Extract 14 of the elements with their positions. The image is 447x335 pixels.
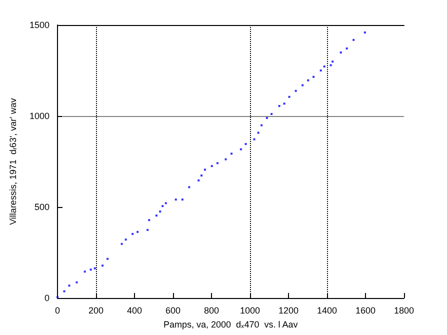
x-tick-label: 600	[165, 306, 181, 316]
x-tick-label: 1200	[278, 306, 299, 316]
x-tick-label: 0	[54, 306, 60, 316]
y-tick-label: 1500	[29, 20, 50, 30]
x-tick-label: 1400	[316, 306, 338, 316]
x-tick-label: 1000	[240, 306, 260, 316]
y-tick-label: 0	[44, 293, 50, 303]
y-tick-label: 1000	[29, 111, 50, 121]
x-tick-label: 800	[204, 306, 220, 316]
x-tick-label: 400	[126, 306, 142, 316]
x-tick-label: 1600	[355, 306, 376, 316]
x-tick-label: 200	[88, 306, 104, 316]
x-tick-label: 1800	[394, 306, 414, 316]
y-tick-label: 500	[34, 202, 50, 212]
